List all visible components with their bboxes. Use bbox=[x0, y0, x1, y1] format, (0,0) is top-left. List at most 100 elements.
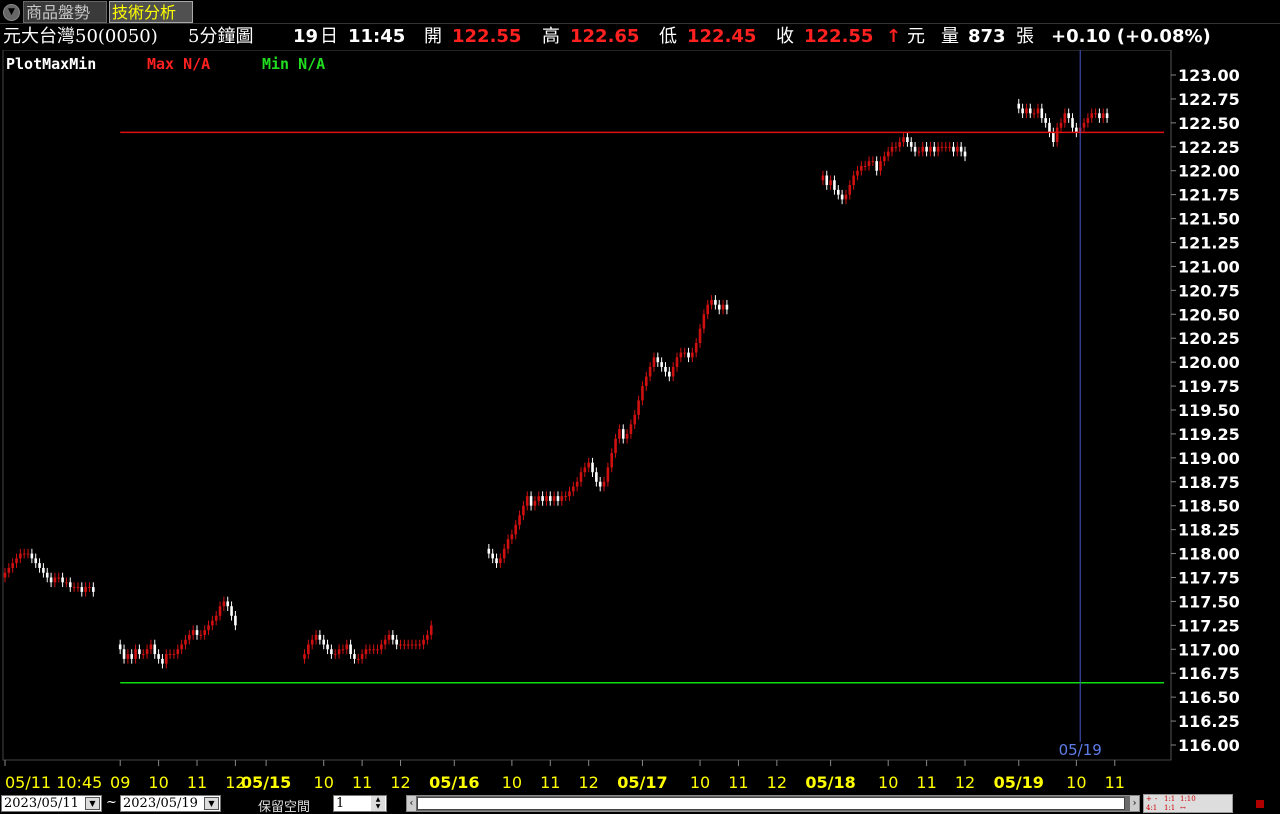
time-tick-label: 12 bbox=[225, 773, 245, 792]
candle bbox=[1063, 108, 1067, 128]
low-label: 低 bbox=[659, 26, 677, 47]
candle bbox=[330, 644, 333, 659]
candle-body bbox=[656, 357, 660, 363]
candle bbox=[913, 142, 917, 157]
candle bbox=[671, 362, 675, 382]
candle bbox=[944, 142, 948, 152]
candle-body bbox=[349, 644, 352, 655]
candle-body bbox=[65, 582, 68, 584]
candle-body bbox=[898, 142, 902, 147]
candle bbox=[314, 630, 318, 645]
candle-body bbox=[721, 304, 725, 310]
spin-down-icon[interactable]: ▼ bbox=[371, 803, 385, 811]
candle bbox=[1044, 113, 1047, 128]
candle-body bbox=[180, 644, 183, 650]
scrollbar-thumb[interactable] bbox=[417, 797, 1125, 810]
candle-body bbox=[725, 304, 729, 310]
candle-body bbox=[606, 467, 610, 482]
candle bbox=[518, 510, 521, 530]
tab-market-overview[interactable]: 商品盤勢 bbox=[23, 1, 107, 23]
candle bbox=[1055, 122, 1059, 147]
time-tick-label: 10 bbox=[878, 773, 898, 792]
candle bbox=[145, 644, 149, 659]
scroll-left-icon[interactable]: ‹ bbox=[407, 796, 416, 811]
candle bbox=[821, 170, 825, 186]
candle bbox=[856, 165, 859, 181]
candle-body bbox=[883, 156, 886, 162]
candle bbox=[164, 649, 168, 669]
scroll-right-icon[interactable]: › bbox=[1130, 796, 1139, 811]
price-tick-label: 121.50 bbox=[1178, 210, 1240, 229]
time-tick-label: 10 bbox=[502, 773, 522, 792]
candle bbox=[925, 142, 928, 157]
candle bbox=[664, 362, 667, 377]
zoom-reset-icon[interactable]: 1:1 bbox=[1164, 804, 1176, 812]
tab-technical-analysis[interactable]: 技術分析 bbox=[109, 1, 193, 23]
candle bbox=[34, 553, 38, 568]
candle bbox=[303, 649, 306, 664]
candle-body bbox=[92, 587, 95, 592]
candle-body bbox=[199, 634, 203, 636]
candle bbox=[598, 477, 602, 492]
fit-width-icon[interactable]: ↔ bbox=[1180, 804, 1186, 812]
start-date-field[interactable]: 2023/05/11 ▼ bbox=[1, 795, 102, 812]
candle bbox=[867, 156, 871, 171]
quote-time: 11:45 bbox=[348, 26, 406, 47]
candle-body bbox=[495, 558, 498, 564]
time-tick-label: 05/19 bbox=[994, 773, 1044, 792]
candle-body bbox=[1059, 122, 1063, 128]
zoom-out-icon[interactable]: - bbox=[1155, 795, 1158, 803]
end-date-value: 2023/05/19 bbox=[123, 796, 198, 811]
candle bbox=[487, 544, 491, 559]
candle bbox=[410, 639, 414, 650]
candle-body bbox=[161, 658, 164, 664]
time-tick-label: 11 bbox=[352, 773, 372, 792]
candle-body bbox=[422, 639, 425, 645]
candle-body bbox=[172, 654, 176, 656]
candle-body bbox=[1052, 132, 1055, 142]
candle bbox=[560, 491, 564, 506]
candle bbox=[710, 295, 713, 310]
candle bbox=[840, 189, 844, 205]
candle bbox=[698, 323, 702, 348]
candle-body bbox=[211, 620, 214, 626]
candle bbox=[38, 558, 41, 573]
candle bbox=[679, 347, 683, 363]
candle bbox=[11, 558, 14, 573]
end-date-field[interactable]: 2023/05/19 ▼ bbox=[120, 795, 221, 812]
candle-body bbox=[502, 548, 506, 559]
candle-body bbox=[1082, 122, 1086, 128]
candle bbox=[495, 553, 498, 568]
candle bbox=[307, 639, 310, 659]
candle bbox=[717, 299, 721, 315]
candle-body bbox=[1094, 113, 1097, 115]
candle bbox=[633, 410, 637, 430]
candle-body bbox=[372, 649, 375, 651]
price-chart[interactable]: 05/19 123.00 122.75 122.50 122.25 122.00 121.… bbox=[0, 50, 1280, 794]
zoom-in-icon[interactable]: + bbox=[1146, 795, 1152, 803]
candle-body bbox=[618, 429, 621, 439]
candle bbox=[364, 644, 368, 659]
zoom-1-10-icon[interactable]: 1:10 bbox=[1180, 795, 1196, 803]
start-date-dropdown-icon[interactable]: ▼ bbox=[85, 797, 100, 810]
chart-scrollbar[interactable]: ‹ › bbox=[406, 795, 1140, 812]
zoom-4-1-icon[interactable]: 4:1 bbox=[1146, 804, 1158, 812]
candle-body bbox=[714, 299, 717, 305]
candle-body bbox=[863, 165, 867, 167]
candle-body bbox=[353, 654, 356, 659]
time-tick-label: 05/18 bbox=[805, 773, 855, 792]
price-tick-label: 116.75 bbox=[1178, 664, 1240, 683]
keep-space-spinner[interactable]: 1 ▲ ▼ bbox=[333, 795, 387, 812]
candle bbox=[1101, 108, 1105, 123]
candle-body bbox=[141, 654, 145, 656]
zoom-1-1-icon[interactable]: 1:1 bbox=[1164, 795, 1176, 803]
candle-body bbox=[76, 587, 80, 589]
end-date-dropdown-icon[interactable]: ▼ bbox=[204, 797, 219, 810]
candle bbox=[579, 467, 583, 487]
candle-body bbox=[890, 146, 894, 152]
candle-body bbox=[1075, 127, 1078, 133]
spin-up-icon[interactable]: ▲ bbox=[371, 796, 385, 803]
candle-body bbox=[53, 577, 57, 583]
price-tick-label: 121.25 bbox=[1178, 234, 1240, 253]
collapse-toggle-icon[interactable]: ▼ bbox=[3, 4, 20, 21]
